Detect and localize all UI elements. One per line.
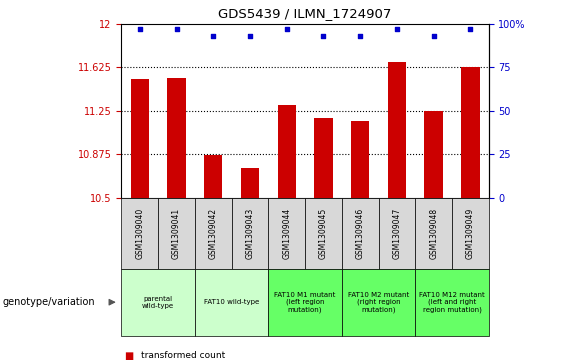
Bar bbox=[241, 168, 259, 198]
Text: GSM1309046: GSM1309046 bbox=[356, 208, 364, 259]
Text: FAT10 M2 mutant
(right region
mutation): FAT10 M2 mutant (right region mutation) bbox=[348, 292, 409, 313]
Bar bbox=[204, 155, 223, 198]
FancyArrowPatch shape bbox=[109, 299, 115, 305]
Bar bbox=[131, 79, 149, 198]
Bar bbox=[277, 105, 296, 198]
Text: genotype/variation: genotype/variation bbox=[3, 297, 95, 307]
Text: GSM1309041: GSM1309041 bbox=[172, 208, 181, 259]
Text: FAT10 M12 mutant
(left and right
region mutation): FAT10 M12 mutant (left and right region … bbox=[419, 292, 485, 313]
Point bbox=[356, 33, 365, 39]
Point bbox=[245, 33, 254, 39]
Bar bbox=[351, 121, 370, 198]
Text: GSM1309040: GSM1309040 bbox=[136, 208, 144, 259]
Text: GSM1309045: GSM1309045 bbox=[319, 208, 328, 259]
Text: GSM1309048: GSM1309048 bbox=[429, 208, 438, 259]
Point bbox=[282, 26, 292, 32]
Bar bbox=[461, 66, 480, 198]
Point bbox=[136, 26, 145, 32]
Point bbox=[319, 33, 328, 39]
Text: transformed count: transformed count bbox=[141, 351, 225, 360]
Text: FAT10 M1 mutant
(left region
mutation): FAT10 M1 mutant (left region mutation) bbox=[275, 292, 336, 313]
Bar bbox=[388, 62, 406, 198]
Point bbox=[172, 26, 181, 32]
Text: ■: ■ bbox=[124, 351, 133, 361]
Bar bbox=[424, 111, 443, 198]
Point bbox=[209, 33, 218, 39]
Bar bbox=[167, 78, 186, 198]
Point bbox=[392, 26, 401, 32]
Point bbox=[429, 33, 438, 39]
Text: GSM1309047: GSM1309047 bbox=[393, 208, 401, 259]
Text: FAT10 wild-type: FAT10 wild-type bbox=[204, 299, 259, 305]
Title: GDS5439 / ILMN_1724907: GDS5439 / ILMN_1724907 bbox=[219, 7, 392, 20]
Text: parental
wild-type: parental wild-type bbox=[142, 296, 174, 309]
Point bbox=[466, 26, 475, 32]
Text: GSM1309043: GSM1309043 bbox=[246, 208, 254, 259]
Text: GSM1309042: GSM1309042 bbox=[209, 208, 218, 259]
Text: GSM1309049: GSM1309049 bbox=[466, 208, 475, 259]
Text: GSM1309044: GSM1309044 bbox=[282, 208, 291, 259]
Bar bbox=[314, 118, 333, 198]
